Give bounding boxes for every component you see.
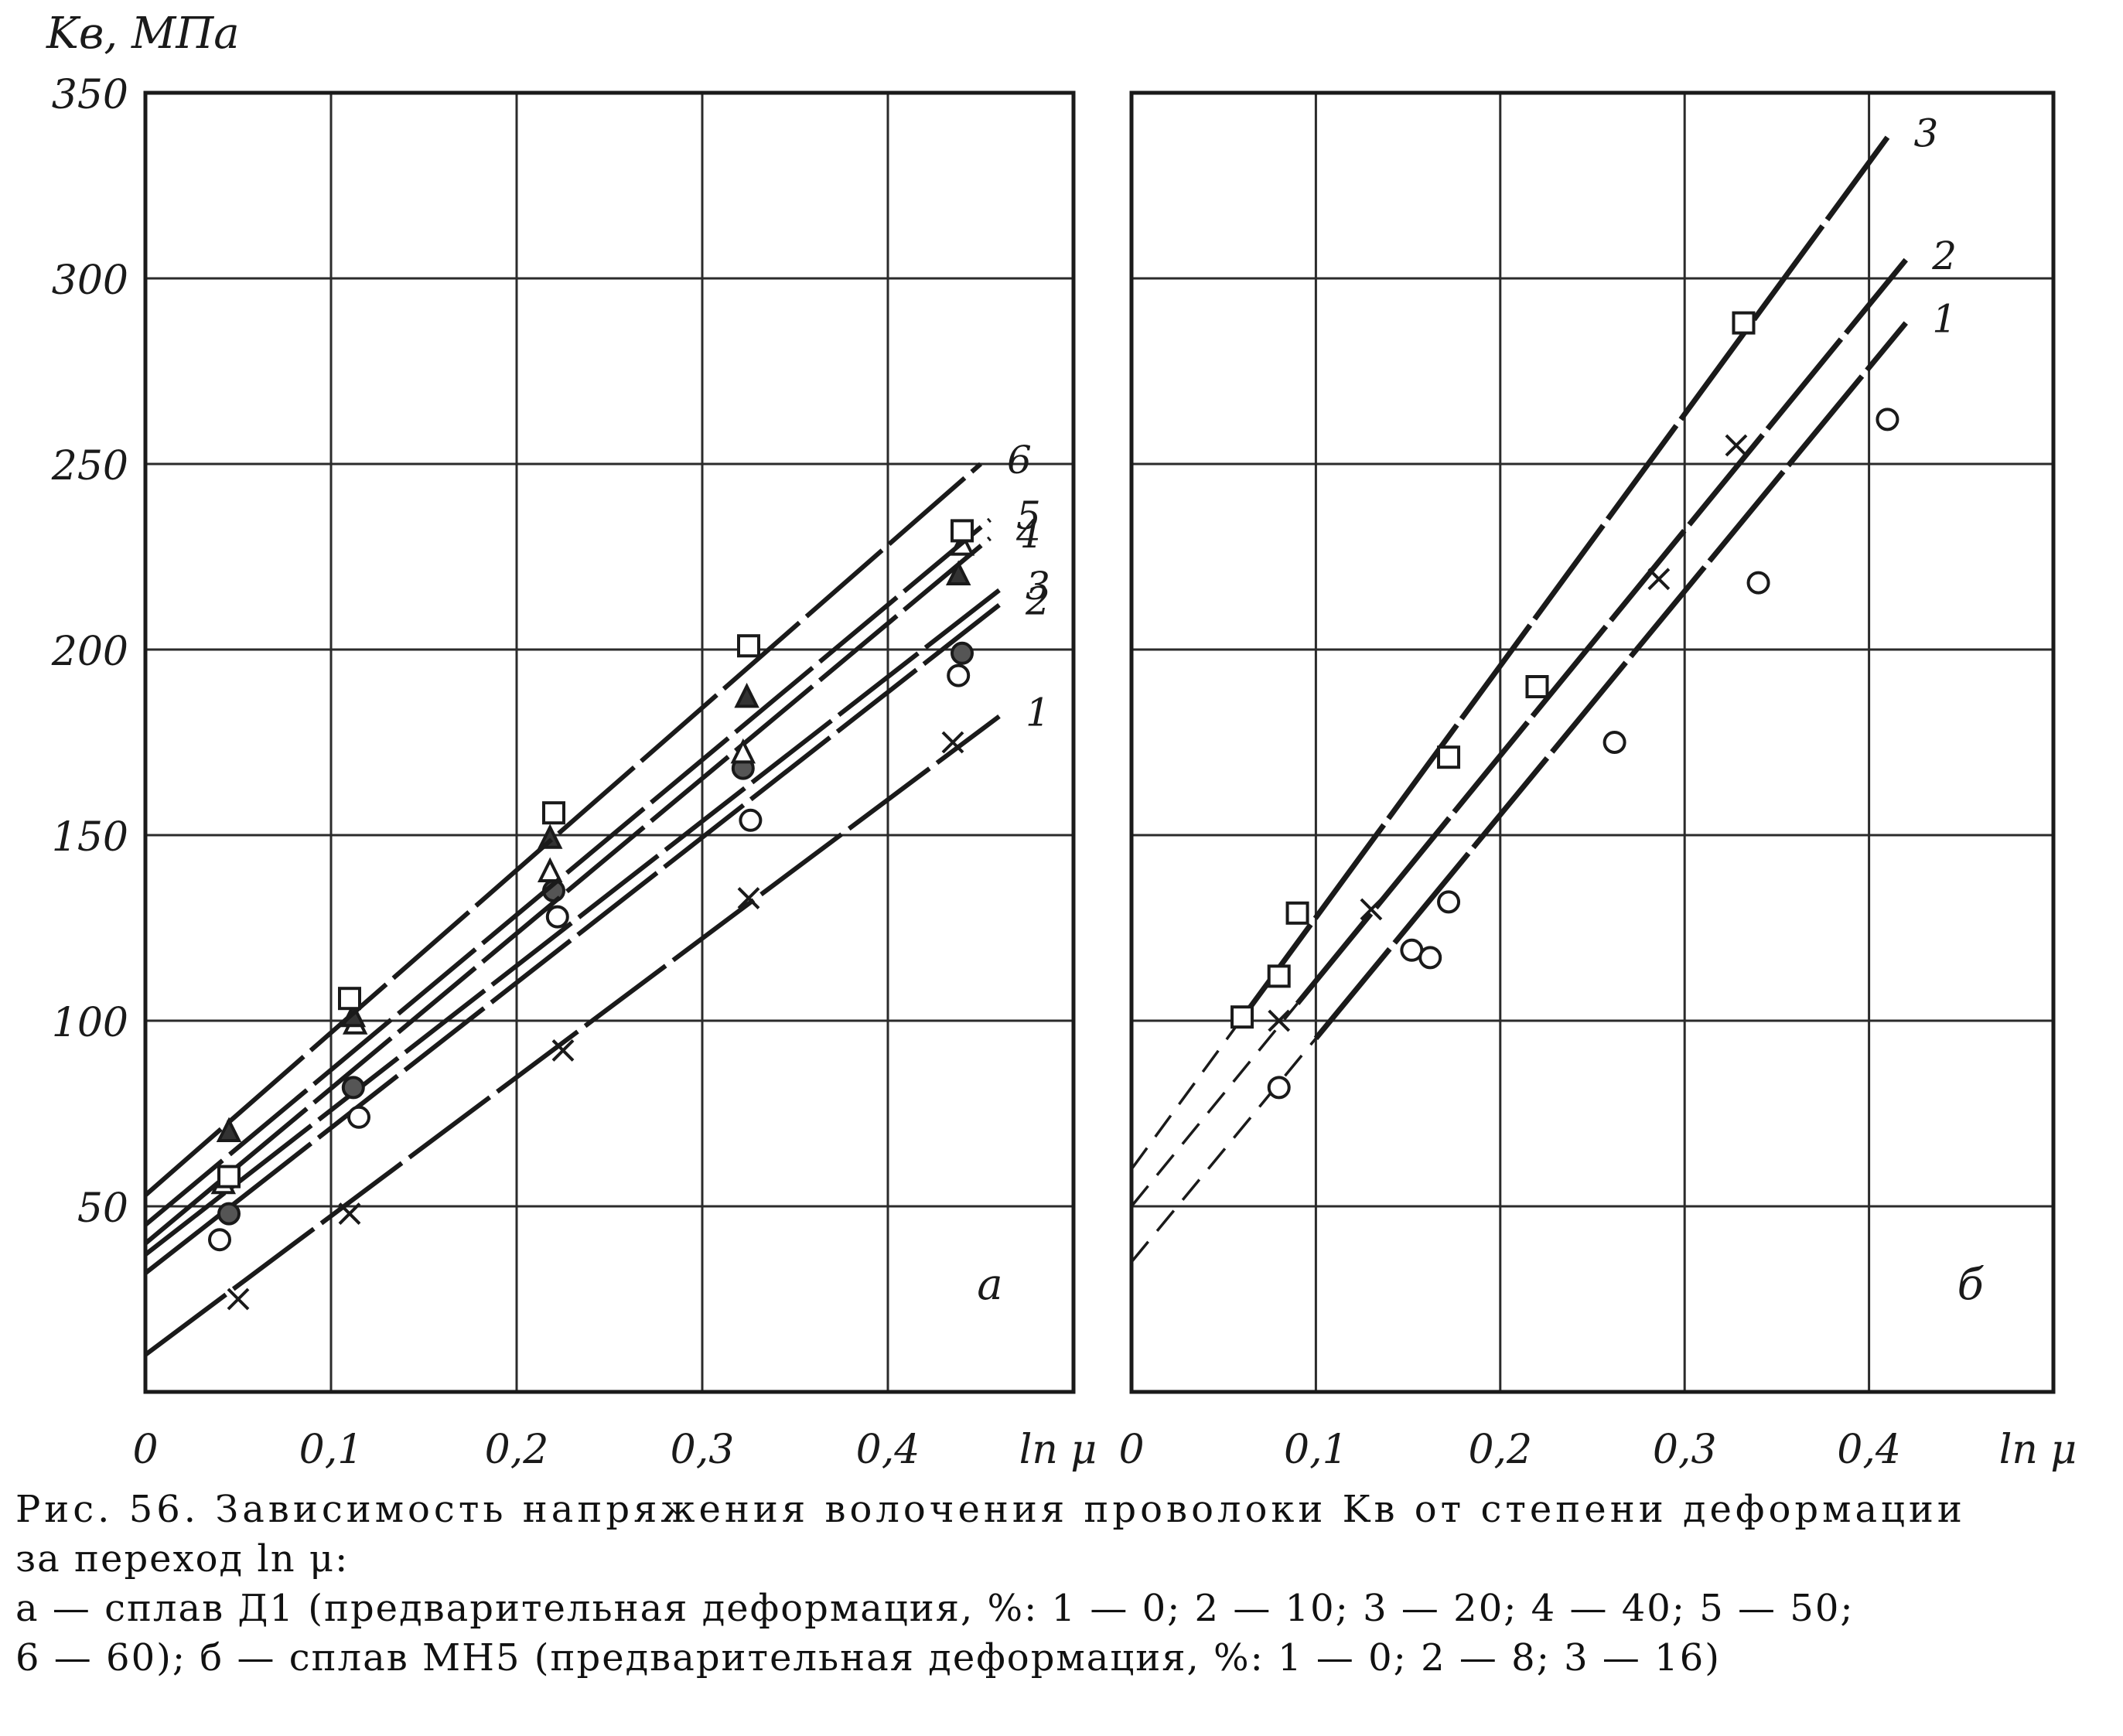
x-axis-label: ln μ (1019, 1427, 1097, 1473)
chart-panel-b: 0 0,1 0,2 0,3 0,4 ln μ б 1 2 3 (1118, 90, 2077, 1473)
data-point (545, 905, 569, 929)
data-point (347, 1105, 370, 1129)
x-tick-label: 0,3 (1653, 1427, 1717, 1473)
data-point (341, 1076, 365, 1100)
series-line (144, 462, 982, 1197)
series-line (1313, 321, 1908, 1041)
x-tick-label: 0,1 (299, 1427, 364, 1473)
plot-frame (1129, 90, 2056, 1394)
x-tick-label: 0,4 (1837, 1427, 1901, 1473)
series-label: 3 (1026, 564, 1050, 609)
data-point (1725, 434, 1748, 457)
data-point (739, 808, 763, 832)
data-point (227, 1288, 250, 1311)
series-line (1240, 135, 1890, 1020)
data-point (951, 519, 974, 543)
data-point (737, 634, 760, 658)
x-tick-label: 0,1 (1284, 1427, 1348, 1473)
series-label: 6 (1007, 438, 1032, 483)
data-point (208, 1228, 231, 1252)
series-line-extrapolated (1130, 1002, 1299, 1208)
data-point (551, 1039, 575, 1062)
data-point (1267, 964, 1291, 988)
data-point (217, 1202, 241, 1226)
data-point (1602, 731, 1626, 754)
data-point (737, 887, 760, 910)
data-point (1876, 408, 1899, 431)
data-point (1437, 890, 1461, 914)
x-tick-label: 0,2 (485, 1427, 549, 1473)
y-tick-label: 350 (52, 72, 128, 118)
series-line (144, 714, 1001, 1357)
panel-letter: а (977, 1260, 1002, 1310)
series-label: 4 (1015, 512, 1041, 557)
data-point (1732, 311, 1756, 335)
data-point (941, 731, 964, 754)
y-tick-label: 150 (52, 814, 128, 861)
x-tick-label: 0,2 (1468, 1427, 1532, 1473)
data-point (1285, 901, 1309, 925)
data-point (216, 1117, 242, 1142)
series-line (144, 517, 992, 1227)
y-tick-label: 300 (52, 258, 128, 304)
data-point (945, 560, 971, 585)
data-point (1268, 1009, 1291, 1032)
y-tick-label: 250 (51, 443, 128, 489)
figure-caption: Рис. 56. Зависимость напряжения волочени… (15, 1485, 2104, 1683)
series-line-extrapolated (1130, 1017, 1244, 1171)
caption-line-1: Рис. 56. Зависимость напряжения волочени… (15, 1488, 1966, 1531)
data-point (951, 641, 974, 665)
data-point (1647, 568, 1671, 591)
series-line (1295, 258, 1908, 1005)
data-point (1437, 745, 1461, 769)
series-label: 5 (1016, 493, 1041, 538)
data-point (947, 663, 971, 687)
y-axis-title: Kв, МПа (46, 9, 240, 59)
series-label: 3 (1913, 111, 1938, 156)
caption-line-3: а — сплав Д1 (предварительная деформация… (15, 1587, 1855, 1630)
y-tick-label: 200 (51, 629, 128, 675)
x-tick-label: 0 (132, 1427, 158, 1473)
x-tick-label: 0 (1118, 1427, 1144, 1473)
data-point (338, 1202, 361, 1226)
x-axis-label: ln μ (1999, 1427, 2077, 1473)
data-point (1230, 1005, 1254, 1029)
series-line (144, 603, 1001, 1275)
data-point (537, 857, 563, 882)
series-line (144, 588, 1001, 1257)
series-line-extrapolated (1130, 1037, 1317, 1264)
data-point (1267, 1076, 1291, 1100)
y-tick-label: 100 (52, 1000, 128, 1046)
data-point (217, 1165, 241, 1189)
caption-line-4: 6 — 60); б — сплав МН5 (предварительная … (15, 1636, 1721, 1680)
series-label: 2 (1025, 578, 1050, 623)
series-label: 1 (1932, 297, 1957, 342)
x-tick-label: 0,3 (671, 1427, 735, 1473)
caption-line-2: за переход ln μ: (15, 1537, 350, 1581)
x-tick-label: 0,4 (856, 1427, 920, 1473)
series-line (144, 536, 992, 1246)
data-point (338, 987, 361, 1011)
data-point (730, 738, 756, 764)
data-point (542, 801, 565, 825)
y-tick-label: 50 (77, 1185, 128, 1232)
series-label: 2 (1931, 234, 1957, 278)
panel-letter: б (1957, 1260, 1985, 1310)
data-point (1746, 571, 1770, 595)
series-label: 1 (1026, 690, 1050, 735)
data-point (1360, 898, 1383, 921)
data-point (1418, 946, 1442, 970)
data-point (1525, 675, 1549, 698)
chart-panel-a: 50 100 150 200 250 300 350 0 0,1 0,2 0,3 0,4 ln μ а 1 2… (51, 72, 1097, 1473)
plot-frame (143, 90, 1076, 1394)
data-point (734, 682, 759, 708)
